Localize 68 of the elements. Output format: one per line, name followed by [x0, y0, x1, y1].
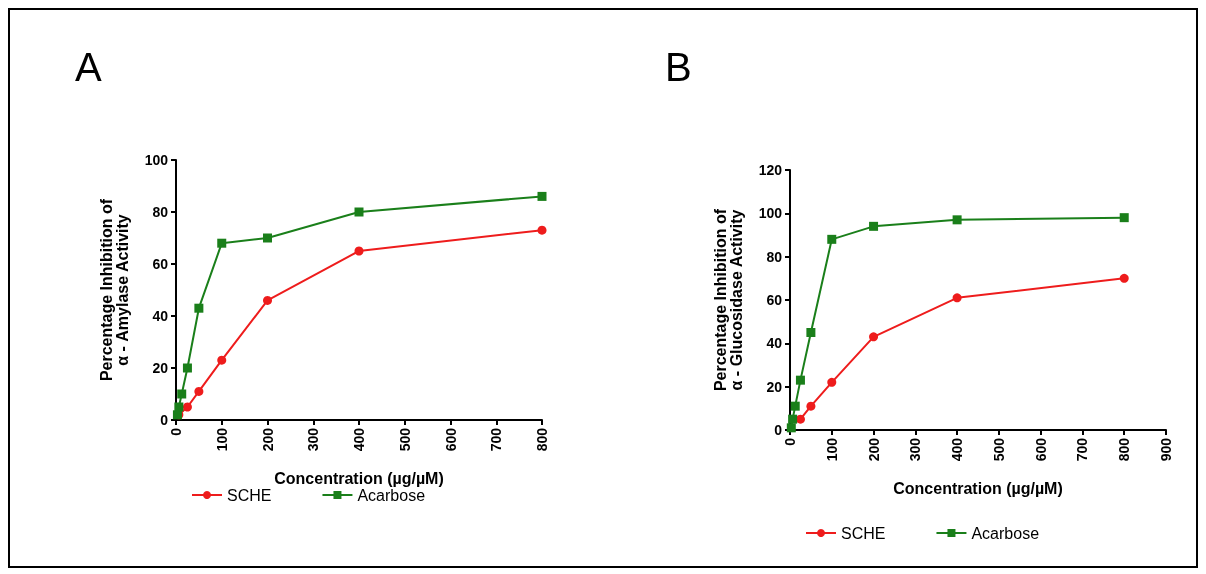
x-tick-label: 700	[488, 427, 505, 452]
y-axis-title: Percentage Inhibition of α - Amylase Activity	[97, 198, 131, 382]
point	[1119, 273, 1129, 283]
y-tick-label: 120	[758, 162, 783, 178]
y-tick-label: 40	[766, 335, 783, 352]
y-tick-label: 60	[766, 292, 783, 308]
x-tick-label: 600	[442, 427, 459, 452]
x-tick-label: 300	[305, 427, 322, 452]
x-tick-label: 800	[534, 427, 550, 452]
point	[182, 402, 192, 412]
x-tick-label: 500	[396, 427, 413, 452]
y-tick-label: 100	[758, 205, 783, 222]
y-tick-label: 20	[152, 360, 169, 376]
y-tick-label: 20	[766, 378, 783, 395]
point	[263, 295, 272, 305]
point	[827, 234, 837, 244]
x-tick-label: 400	[351, 427, 367, 452]
legend-label: SCHE	[227, 486, 272, 504]
point	[537, 225, 547, 235]
point	[217, 238, 227, 248]
point	[263, 233, 272, 243]
point	[354, 246, 364, 256]
point	[869, 332, 879, 342]
x-tick-label: 500	[990, 437, 1007, 462]
point	[806, 328, 816, 337]
x-tick-label: 400	[949, 437, 966, 462]
point	[174, 402, 184, 412]
point	[537, 191, 547, 201]
y-tick-label: 60	[152, 256, 169, 272]
point	[182, 363, 192, 373]
point	[952, 293, 962, 303]
y-tick-label: 80	[152, 204, 169, 220]
x-tick-label: 900	[1158, 437, 1174, 462]
y-tick-label: 80	[766, 248, 783, 265]
y-tick-label: 40	[152, 308, 169, 324]
y-axis-title: Percentage Inhibition of α - Glucosidase Activity	[711, 208, 745, 392]
y-tick-label: 100	[144, 152, 169, 168]
point	[1119, 213, 1129, 223]
chart-title: B	[665, 45, 692, 89]
x-tick-label: 0	[168, 427, 184, 436]
point	[354, 207, 364, 217]
x-tick-label: 300	[907, 437, 924, 462]
legend-label: SCHE	[841, 524, 886, 542]
chart-title: A	[75, 45, 102, 89]
point	[827, 377, 837, 387]
point	[217, 355, 227, 365]
y-tick-label: 0	[160, 412, 169, 428]
point	[952, 215, 962, 225]
x-tick-label: 800	[1116, 437, 1133, 462]
point	[806, 401, 816, 411]
legend-label: Acarbose	[357, 486, 426, 504]
x-tick-label: 100	[213, 427, 230, 452]
point	[788, 414, 798, 424]
x-tick-label: 200	[865, 437, 882, 462]
x-tick-label: 0	[782, 437, 798, 446]
point	[869, 221, 879, 231]
x-tick-label: 600	[1032, 437, 1049, 462]
x-tick-label: 100	[823, 437, 840, 462]
point	[194, 303, 204, 313]
point	[795, 375, 805, 385]
x-tick-label: 200	[259, 427, 276, 452]
x-tick-label: 700	[1074, 437, 1091, 462]
point	[790, 401, 800, 411]
legend-label: Acarbose	[971, 524, 1040, 542]
x-axis-title: Concentration (µg/µM)	[274, 469, 444, 487]
x-axis-title: Concentration (µg/µM)	[893, 479, 1063, 497]
point	[177, 389, 187, 399]
point	[194, 386, 204, 396]
